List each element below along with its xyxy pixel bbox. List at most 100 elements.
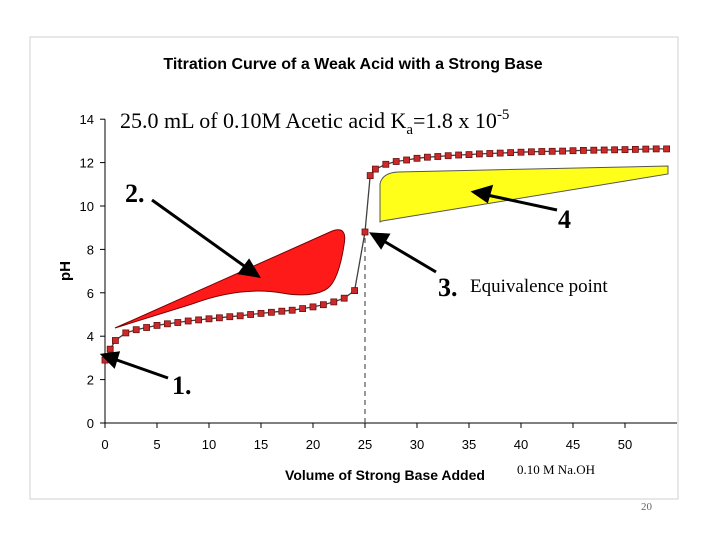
data-point [309,303,317,311]
data-point [122,329,130,337]
data-point [112,337,119,344]
data-point [106,345,114,353]
x-tick-label: 50 [618,437,632,452]
arrow-4 [486,193,558,212]
x-tick-label: 15 [254,437,268,452]
data-point [215,314,223,322]
data-point [205,315,213,323]
x-axis-label: Volume of Strong Base Added [285,467,485,483]
data-point [174,319,182,326]
data-point [288,306,296,314]
x-tick-label: 0 [101,437,108,452]
data-point [434,153,442,160]
data-point [340,294,348,302]
data-point [580,146,587,154]
data-point [486,150,494,157]
data-point [652,145,660,153]
naoh-label: 0.10 M Na.OH [517,462,595,477]
data-point [559,147,566,155]
y-tick-label: 4 [87,329,94,344]
annotation-label-1: 1. [172,371,192,400]
data-point [153,321,161,329]
data-point [247,311,255,318]
arrow-3 [381,238,437,274]
y-tick-label: 2 [87,373,94,388]
data-point [569,147,577,155]
data-point [455,151,463,159]
data-point [507,149,515,157]
data-point [278,307,286,315]
arrow-2-head [237,258,261,279]
chart-title: Titration Curve of a Weak Acid with a St… [163,56,542,73]
data-point [423,153,431,161]
x-tick-label: 25 [358,437,372,452]
data-point [496,149,504,157]
data-point [236,312,244,320]
data-point [330,298,338,306]
data-point [382,160,390,168]
annotation-arrows [99,184,558,380]
chart-subtitle: 25.0 mL of 0.10M Acetic acid Ka=1.8 x 10… [120,107,509,138]
titration-curve-markers [101,145,670,364]
data-point [475,150,483,158]
data-point [413,154,421,162]
data-point [465,151,473,159]
y-tick-label: 6 [87,286,94,301]
x-tick-label: 20 [306,437,320,452]
data-point [600,146,608,154]
arrow-3-head [369,232,391,250]
data-point [517,148,525,156]
y-axis-label: pH [57,261,74,281]
arrow-1-head [99,351,121,369]
data-point [195,316,203,324]
data-point [663,145,670,153]
data-point [351,287,359,295]
y-tick-label: 8 [87,242,94,257]
data-point [444,152,452,160]
arrow-2 [151,198,248,270]
data-point [590,146,598,154]
data-point [132,326,140,334]
data-point [642,145,650,153]
x-tick-label: 35 [462,437,476,452]
equivalence-point-text: Equivalence point [470,276,608,297]
data-point [371,165,379,173]
data-point [528,148,535,156]
data-point [299,305,307,313]
x-tick-label: 30 [410,437,424,452]
x-tick-label: 10 [202,437,216,452]
annotation-label-2: 2. [125,179,145,208]
chart-frame [29,36,679,500]
data-point [366,172,374,180]
data-point [548,147,556,155]
excess-base-region-yellow [379,165,669,223]
data-point [257,309,265,317]
y-tick-label: 12 [80,156,94,171]
data-point [403,156,411,164]
annotation-label-4: 4 [558,205,571,234]
data-point [632,145,639,153]
y-tick-label: 10 [80,199,94,214]
axes: 0 5 10 15 20 25 30 35 40 45 50 0 2 4 6 8 10 12 14 [80,112,677,452]
x-tick-label: 45 [566,437,580,452]
data-point [184,317,192,325]
page-number: 20 [641,501,653,513]
data-point [361,228,369,236]
y-tick-label: 14 [80,112,94,127]
data-point [611,146,618,154]
annotation-label-3: 3. [438,273,458,302]
data-point [392,158,400,165]
arrow-4-head [470,184,494,204]
x-tick-label: 5 [153,437,160,452]
x-tick-label: 40 [514,437,528,452]
data-point [538,148,546,155]
data-point [226,313,234,321]
y-tick-label: 0 [87,416,94,431]
data-point [143,324,151,331]
buffer-region-red [114,229,346,329]
data-point [163,320,171,328]
data-point [621,146,629,154]
arrow-1 [113,357,169,380]
